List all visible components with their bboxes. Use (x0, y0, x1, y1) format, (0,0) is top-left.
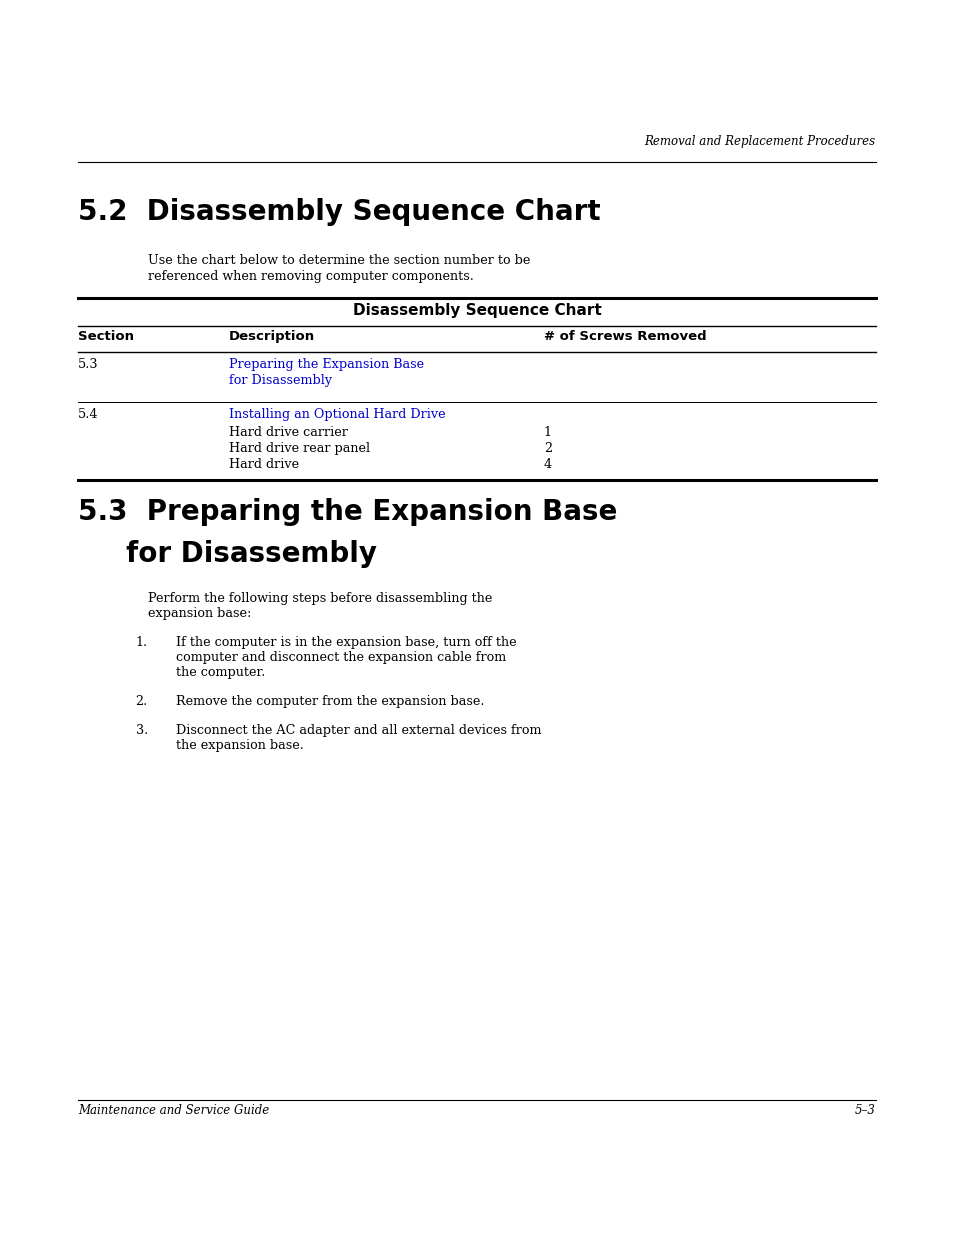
Text: Hard drive rear panel: Hard drive rear panel (229, 442, 370, 454)
Text: Installing an Optional Hard Drive: Installing an Optional Hard Drive (229, 408, 445, 421)
Text: 1.: 1. (135, 636, 148, 650)
Text: 5.3: 5.3 (78, 358, 98, 370)
Text: the expansion base.: the expansion base. (176, 739, 304, 752)
Text: If the computer is in the expansion base, turn off the: If the computer is in the expansion base… (176, 636, 517, 650)
Text: expansion base:: expansion base: (148, 606, 251, 620)
Text: computer and disconnect the expansion cable from: computer and disconnect the expansion ca… (176, 651, 506, 664)
Text: # of Screws Removed: # of Screws Removed (543, 330, 705, 343)
Text: Section: Section (78, 330, 134, 343)
Text: 5–3: 5–3 (854, 1104, 875, 1116)
Text: 4: 4 (543, 458, 552, 471)
Text: the computer.: the computer. (176, 666, 266, 679)
Text: Description: Description (229, 330, 314, 343)
Text: Preparing the Expansion Base: Preparing the Expansion Base (229, 358, 424, 370)
Text: for Disassembly: for Disassembly (229, 374, 332, 387)
Text: 5.4: 5.4 (78, 408, 98, 421)
Text: 5.3  Preparing the Expansion Base: 5.3 Preparing the Expansion Base (78, 498, 617, 526)
Text: for Disassembly: for Disassembly (78, 540, 376, 568)
Text: 5.2  Disassembly Sequence Chart: 5.2 Disassembly Sequence Chart (78, 198, 600, 226)
Text: Hard drive carrier: Hard drive carrier (229, 426, 348, 438)
Text: 2.: 2. (135, 695, 148, 708)
Text: Disconnect the AC adapter and all external devices from: Disconnect the AC adapter and all extern… (176, 724, 541, 737)
Text: Removal and Replacement Procedures: Removal and Replacement Procedures (644, 135, 875, 148)
Text: Perform the following steps before disassembling the: Perform the following steps before disas… (148, 592, 492, 605)
Text: 2: 2 (543, 442, 552, 454)
Text: Hard drive: Hard drive (229, 458, 299, 471)
Text: referenced when removing computer components.: referenced when removing computer compon… (148, 270, 474, 283)
Text: Use the chart below to determine the section number to be: Use the chart below to determine the sec… (148, 254, 530, 267)
Text: 3.: 3. (135, 724, 148, 737)
Text: Maintenance and Service Guide: Maintenance and Service Guide (78, 1104, 269, 1116)
Text: 1: 1 (543, 426, 551, 438)
Text: Remove the computer from the expansion base.: Remove the computer from the expansion b… (176, 695, 484, 708)
Text: Disassembly Sequence Chart: Disassembly Sequence Chart (353, 303, 600, 317)
